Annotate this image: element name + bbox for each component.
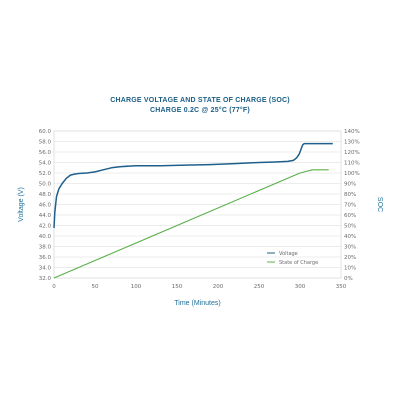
chart-title: CHARGE VOLTAGE AND STATE OF CHARGE (SOC): [110, 97, 290, 104]
y-tick-label: 32.0: [39, 276, 52, 282]
y2-tick-label: 140%: [344, 129, 360, 135]
y2-tick-label: 80%: [344, 192, 356, 198]
y-tick-label: 54.0: [39, 161, 52, 167]
y-tick-label: 48.0: [39, 192, 52, 198]
y-tick-label: 40.0: [39, 234, 52, 240]
y2-tick-label: 110%: [344, 161, 360, 167]
x-tick-label: 100: [131, 284, 142, 290]
y2-tick-label: 30%: [344, 245, 356, 251]
x-tick-label: 350: [336, 284, 347, 290]
y-tick-label: 58.0: [39, 140, 52, 146]
x-tick-label: 200: [213, 284, 224, 290]
y2-tick-label: 10%: [344, 266, 356, 272]
legend-label: Voltage: [279, 251, 298, 257]
y-tick-label: 34.0: [39, 266, 52, 272]
y2-tick-label: 130%: [344, 140, 360, 146]
y2-tick-label: 60%: [344, 213, 356, 219]
y-tick-label: 46.0: [39, 203, 52, 209]
x-tick-label: 0: [52, 284, 56, 290]
y-tick-label: 60.0: [39, 129, 52, 135]
series-line-voltage: [53, 142, 333, 229]
y2-tick-label: 50%: [344, 224, 356, 230]
y2-tick-label: 70%: [344, 203, 356, 209]
chart-subtitle: CHARGE 0.2C @ 25°C (77°F): [150, 107, 250, 114]
y-tick-label: 36.0: [39, 255, 52, 261]
y-tick-label: 56.0: [39, 150, 52, 156]
y-axis-title: Voltage (V): [18, 187, 25, 222]
y-tick-label: 52.0: [39, 171, 52, 177]
y2-tick-label: 90%: [344, 182, 356, 188]
y2-tick-label: 120%: [344, 150, 360, 156]
y-tick-label: 42.0: [39, 224, 52, 230]
y-tick-label: 38.0: [39, 245, 52, 251]
y-tick-label: 50.0: [39, 182, 52, 188]
x-tick-label: 300: [295, 284, 306, 290]
y2-tick-label: 100%: [344, 171, 360, 177]
series-line-state-of-charge: [53, 169, 329, 279]
x-axis-title: Time (Minutes): [174, 300, 220, 307]
y-tick-label: 44.0: [39, 213, 52, 219]
y2-axis-title: SOC: [376, 197, 383, 212]
x-tick-label: 50: [92, 284, 99, 290]
legend-label: State of Charge: [279, 260, 318, 266]
x-tick-label: 150: [172, 284, 183, 290]
x-tick-label: 250: [254, 284, 265, 290]
y2-tick-label: 0%: [344, 276, 353, 282]
chart-title-block: CHARGE VOLTAGE AND STATE OF CHARGE (SOC)…: [0, 96, 400, 116]
y2-tick-label: 20%: [344, 255, 356, 261]
y2-tick-label: 40%: [344, 234, 356, 240]
